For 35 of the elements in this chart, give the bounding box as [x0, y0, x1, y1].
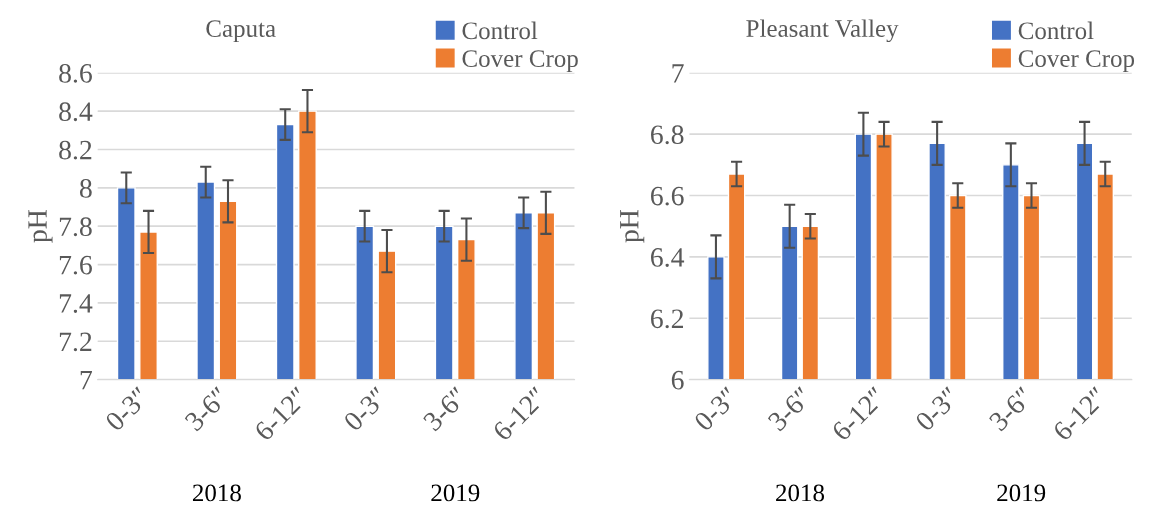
- text: 2019: [997, 484, 1046, 502]
- y-axis-title: pH: [28, 210, 53, 243]
- text: 2019: [431, 484, 480, 502]
- y-tick-label: 6.4: [651, 248, 685, 267]
- text: 2018: [776, 484, 825, 502]
- y-tick-label: 6.8: [651, 125, 684, 145]
- x-tick-label: 3-6″: [767, 386, 813, 432]
- legend-label: Cover Crop: [462, 50, 578, 73]
- y-axis-title: pH: [620, 210, 645, 243]
- legend-label: Control: [462, 21, 538, 40]
- x-tick-label: 3-6″: [988, 386, 1034, 432]
- y-tick-label: 8.6: [59, 63, 92, 83]
- y-tick-label: 6.2: [651, 309, 684, 329]
- y-tick-label: 6: [671, 370, 684, 390]
- x-tick-label: 0-3″: [104, 386, 151, 432]
- chart-title: Caputa: [206, 20, 276, 43]
- text: 2018: [192, 484, 241, 502]
- y-tick-label: 7: [80, 371, 93, 390]
- x-tick-label: 3-6″: [422, 386, 469, 432]
- y-tick-label: 6.6: [651, 186, 684, 206]
- y-tick-label: 8: [79, 179, 92, 198]
- legend-label: Cover Crop: [1018, 50, 1135, 73]
- legend-label: Control: [1018, 21, 1094, 40]
- x-tick-label: 0-3″: [693, 386, 740, 432]
- y-tick-label: 7.4: [59, 294, 93, 313]
- y-tick-label: 7.2: [59, 332, 92, 352]
- chart-title: Pleasant Valley: [746, 19, 899, 43]
- x-tick-label: 0-3″: [914, 386, 961, 432]
- x-tick-label: 3-6″: [184, 386, 230, 432]
- x-tick-label: 0-3″: [342, 386, 389, 432]
- y-tick-label: 7: [672, 64, 684, 83]
- y-tick-label: 7.6: [59, 255, 92, 275]
- y-tick-label: 8.2: [59, 140, 92, 160]
- y-tick-label: 7.8: [59, 217, 92, 237]
- y-tick-label: 8.4: [59, 102, 93, 122]
